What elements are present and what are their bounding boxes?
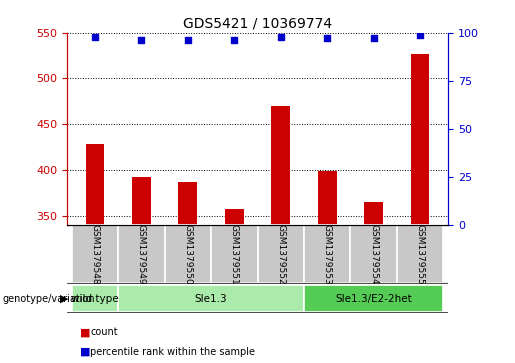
- Bar: [365, 202, 383, 225]
- Text: Sle1.3/E2-2het: Sle1.3/E2-2het: [335, 294, 412, 303]
- Title: GDS5421 / 10369774: GDS5421 / 10369774: [183, 16, 332, 30]
- Bar: [72, 225, 118, 283]
- Bar: [411, 54, 430, 225]
- Text: GSM1379555: GSM1379555: [416, 224, 425, 285]
- Point: [370, 36, 378, 41]
- Point: [184, 37, 192, 43]
- Point: [230, 37, 238, 43]
- Bar: [132, 176, 150, 225]
- Bar: [271, 106, 290, 225]
- Text: ▶: ▶: [60, 294, 68, 303]
- Text: GSM1379548: GSM1379548: [90, 224, 99, 285]
- Text: genotype/variation: genotype/variation: [3, 294, 95, 303]
- Text: GSM1379552: GSM1379552: [276, 224, 285, 285]
- Bar: [304, 225, 350, 283]
- Text: percentile rank within the sample: percentile rank within the sample: [90, 347, 255, 357]
- Text: GSM1379551: GSM1379551: [230, 224, 239, 285]
- Text: ■: ■: [80, 327, 90, 337]
- Point: [323, 36, 331, 41]
- Bar: [211, 225, 258, 283]
- Bar: [225, 209, 244, 225]
- Text: Sle1.3: Sle1.3: [195, 294, 227, 303]
- Text: GSM1379549: GSM1379549: [137, 224, 146, 285]
- Bar: [397, 225, 443, 283]
- Bar: [118, 285, 304, 313]
- Point: [277, 34, 285, 40]
- Bar: [72, 285, 118, 313]
- Bar: [179, 182, 197, 225]
- Point: [137, 37, 145, 43]
- Bar: [304, 285, 443, 313]
- Bar: [318, 171, 336, 225]
- Bar: [85, 144, 104, 225]
- Text: GSM1379554: GSM1379554: [369, 224, 378, 285]
- Text: wild type: wild type: [71, 294, 118, 303]
- Bar: [258, 225, 304, 283]
- Bar: [165, 225, 211, 283]
- Point: [91, 34, 99, 40]
- Bar: [350, 225, 397, 283]
- Text: GSM1379553: GSM1379553: [323, 224, 332, 285]
- Text: GSM1379550: GSM1379550: [183, 224, 192, 285]
- Point: [416, 32, 424, 37]
- Text: ■: ■: [80, 347, 90, 357]
- Bar: [118, 225, 165, 283]
- Text: count: count: [90, 327, 118, 337]
